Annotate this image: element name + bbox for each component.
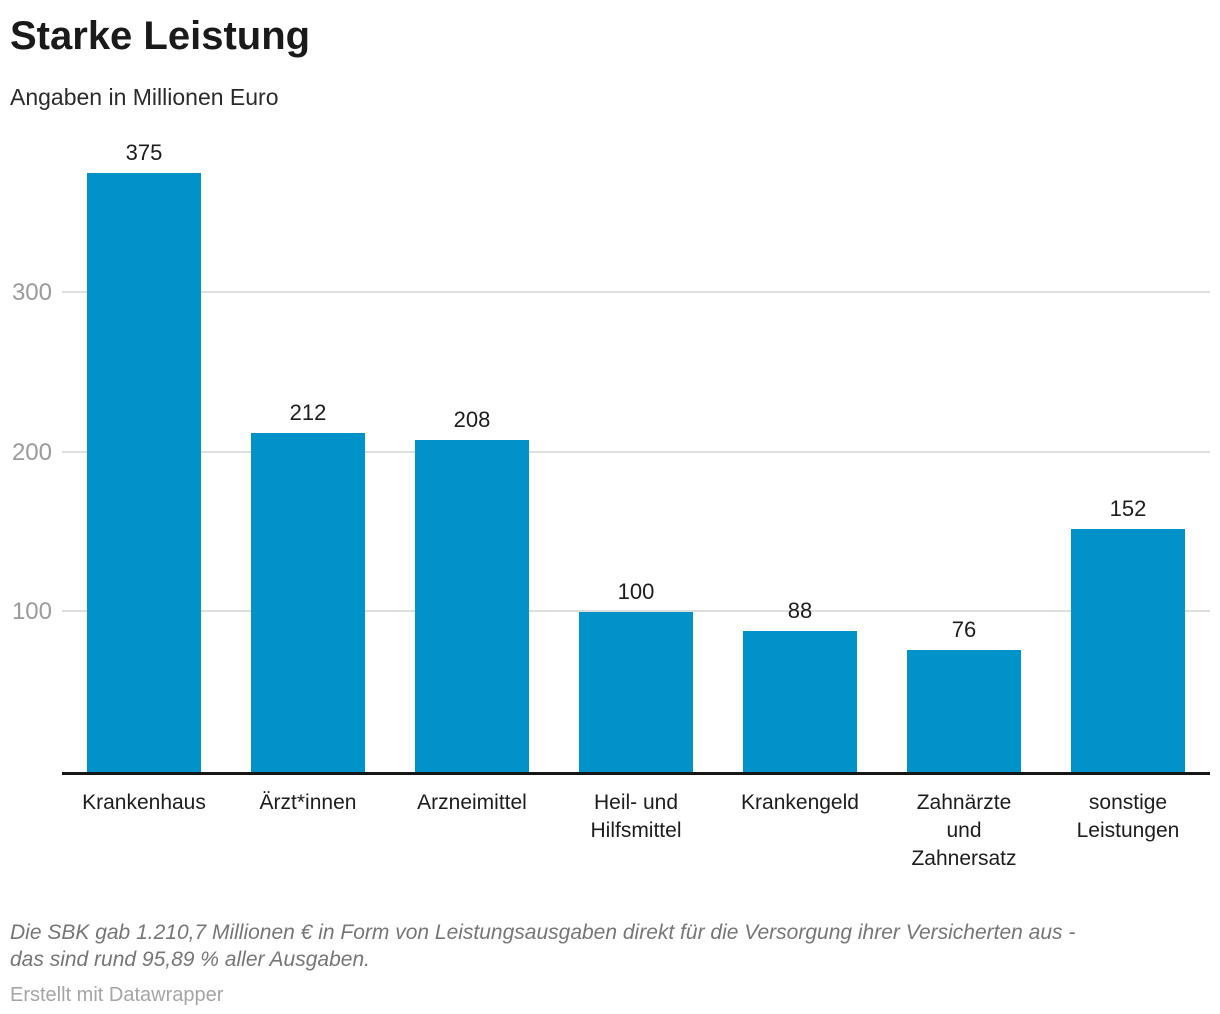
chart-header: Starke Leistung Angaben in Millionen Eur… <box>0 0 1220 112</box>
gridline <box>62 610 1210 613</box>
y-axis-tick-label: 200 <box>11 438 52 466</box>
bar-slot: 208 <box>390 132 554 772</box>
bar-slot: 100 <box>554 132 718 772</box>
x-axis-label: Krankenhaus <box>82 790 206 814</box>
bar-value-label: 88 <box>787 598 813 624</box>
chart-title: Starke Leistung <box>10 14 311 58</box>
datawrapper-credit: Erstellt mit Datawrapper <box>10 984 224 1007</box>
gridline <box>62 450 1210 453</box>
x-axis-label: Heil- und Hilfsmittel <box>590 790 682 842</box>
bar-slot: 375 <box>62 132 226 772</box>
gridlines: 100 200 300 <box>12 132 1210 772</box>
x-axis-label: Zahnärzte und Zahnersatz <box>911 790 1017 871</box>
y-axis-tick-label: 100 <box>11 598 52 626</box>
bar-value-label: 100 <box>617 579 655 605</box>
chart-footer: Die SBK gab 1.210,7 Millionen € in Form … <box>10 919 1210 1007</box>
footnote: Die SBK gab 1.210,7 Millionen € in Form … <box>10 920 1076 972</box>
x-axis-line <box>62 771 1210 775</box>
x-axis-label: sonstige Leistungen <box>1076 790 1180 842</box>
plot-area: 100 200 300 375 212 208 100 88 76 152 <box>0 132 1220 775</box>
x-axis-label: Ärzt*innen <box>259 790 357 814</box>
x-labels: Krankenhaus Ärzt*innen Arzneimittel Heil- u… <box>62 789 1210 877</box>
chart-subtitle: Angaben in Millionen Euro <box>10 84 279 110</box>
bar-value-label: 375 <box>125 140 163 166</box>
bar-value-label: 76 <box>951 617 977 643</box>
bar <box>579 612 693 772</box>
bar-slot: 212 <box>226 132 390 772</box>
bar <box>743 631 857 772</box>
bar-value-label: 208 <box>453 406 491 432</box>
y-axis-tick-label: 300 <box>11 279 52 307</box>
bar-value-label: 152 <box>1109 496 1147 522</box>
bar <box>907 650 1021 772</box>
bar <box>251 433 365 772</box>
bar <box>415 439 529 772</box>
bar-slot: 152 <box>1046 132 1210 772</box>
x-axis-label: Krankengeld <box>741 790 859 814</box>
bar-slot: 76 <box>882 132 1046 772</box>
bar-value-label: 212 <box>289 400 327 426</box>
x-axis-label: Arzneimittel <box>417 790 527 814</box>
bar <box>1071 529 1185 772</box>
bar <box>87 173 201 772</box>
gridline <box>62 291 1210 294</box>
bar-slot: 88 <box>718 132 882 772</box>
bars: 375 212 208 100 88 76 152 <box>62 132 1210 772</box>
